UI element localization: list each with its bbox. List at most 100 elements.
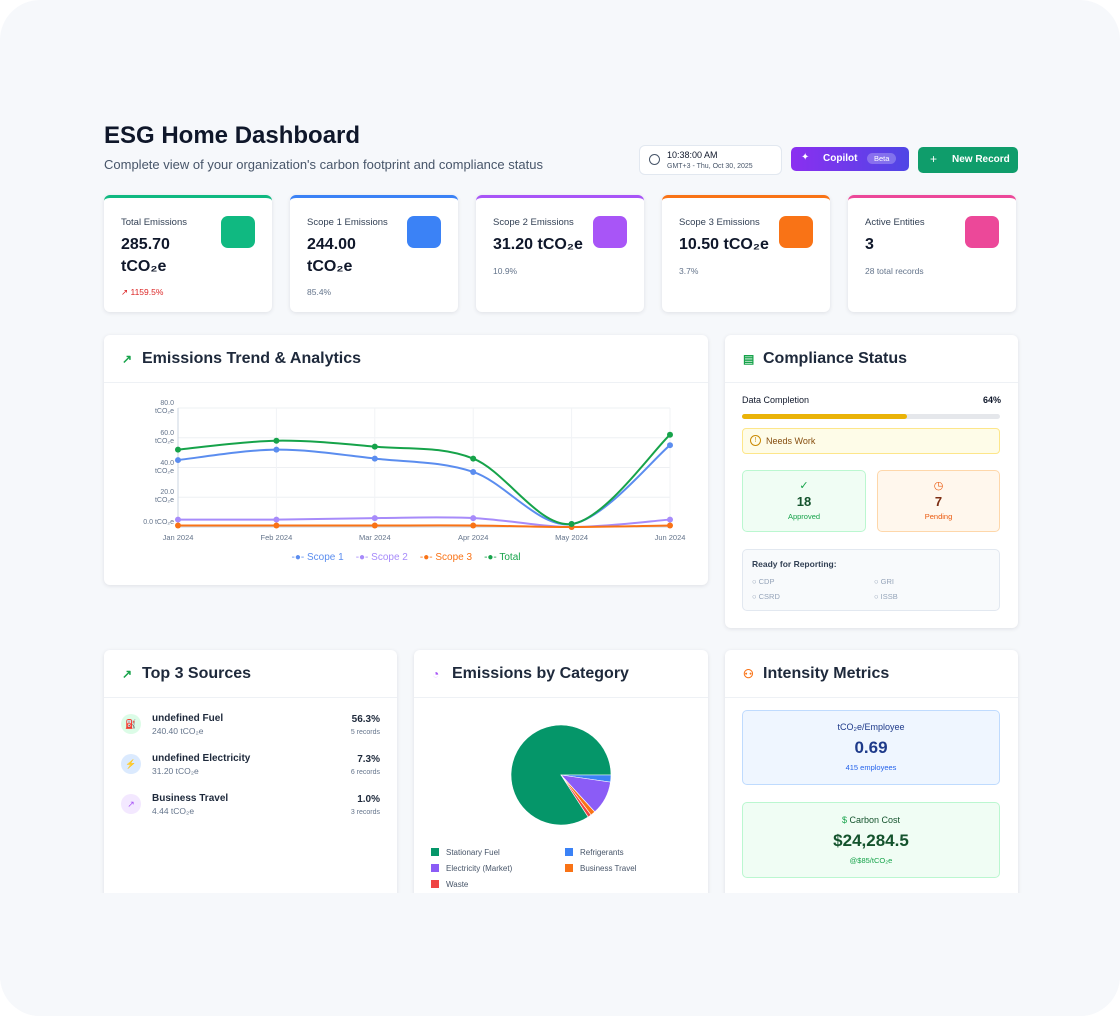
pie-legend-label: Electricity (Market) — [446, 864, 513, 873]
completion-bar — [742, 414, 908, 419]
legend-item: -●- Total — [484, 552, 520, 563]
kpi-sub: 3.7% — [679, 266, 698, 276]
approved-box: ✓ 18 Approved — [742, 470, 866, 532]
framework-name: ISSB — [880, 592, 898, 601]
copilot-button[interactable]: ✦ Copilot Beta — [791, 147, 909, 171]
source-name: Business Travel — [152, 793, 229, 804]
approved-count: 18 — [796, 494, 812, 509]
framework-icon: ○ — [752, 577, 759, 586]
y-tick-label: 20.0 tCO₂e — [154, 489, 174, 505]
pie-legend-label: Stationary Fuel — [446, 848, 500, 857]
source-share: 56.3% — [351, 714, 380, 725]
intensity-card: ⚇ Intensity Metrics tCO₂e/Employee 0.69 4… — [725, 650, 1018, 910]
category-title-wrap: ◔ Emissions by Category — [432, 665, 629, 682]
data-point — [175, 457, 181, 464]
kpi-unit: tCO₂e — [307, 258, 353, 275]
framework-name: GRI — [880, 577, 894, 586]
data-point — [273, 437, 280, 444]
data-point — [568, 521, 575, 528]
completion-track — [742, 414, 1000, 419]
category-card: ◔ Emissions by Category Stationary Fuel Re… — [414, 650, 708, 910]
x-tick-label: Apr 2024 — [458, 533, 488, 542]
legend-item: -●- Scope 2 — [356, 552, 408, 563]
data-point — [667, 516, 673, 523]
pending-count: 7 — [934, 494, 943, 509]
sources-card: ↗ Top 3 Sources ⛽ undefined Fuel 240.40 tCO… — [104, 650, 397, 910]
legend-marker: -●- — [291, 552, 307, 563]
data-point — [273, 522, 280, 529]
legend: -●- Scope 1 -●- Scope 2 -●- Scope 3 -●- Tot… — [104, 552, 708, 563]
source-icon: ↗ — [121, 794, 141, 814]
framework-item: ○ GRI — [874, 577, 894, 586]
kpi-icon — [779, 216, 813, 248]
compliance-title: Compliance Status — [763, 350, 908, 367]
kpi-label: Scope 3 Emissions — [679, 217, 760, 228]
copilot-label: Copilot — [823, 153, 858, 164]
source-icon: ⛽ — [121, 714, 141, 734]
category-title: Emissions by Category — [452, 665, 629, 682]
framework-icon: ○ — [874, 592, 881, 601]
kpi-icon — [407, 216, 441, 248]
ready-title: Ready for Reporting: — [752, 559, 837, 569]
pie-legend-swatch — [431, 880, 439, 888]
legend-label: Scope 3 — [435, 552, 473, 563]
carbon-cost-value: $24,284.5 — [833, 831, 909, 850]
legend-label: Total — [499, 552, 521, 563]
source-amount: 240.40 tCO₂e — [152, 726, 204, 736]
page-subtitle: Complete view of your organization's car… — [104, 157, 543, 172]
pie-legend-label: Waste — [446, 880, 469, 889]
kpi-sub: ↗ 1159.5% — [121, 287, 163, 298]
kpi-card: Total Emissions 285.70 tCO₂e ↗ 1159.5% — [104, 195, 272, 312]
pie-slice — [560, 774, 592, 818]
per-employee-sub: 415 employees — [845, 763, 897, 772]
kpi-value: 244.00 — [307, 236, 356, 253]
kpi-label: Total Emissions — [121, 217, 187, 228]
pie-legend-item: Stationary Fuel — [431, 848, 500, 857]
source-name: undefined Electricity — [152, 753, 251, 764]
divider — [725, 382, 1018, 383]
pie-chart — [510, 724, 612, 826]
compliance-card: ▤ Compliance Status Data Completion 64% !… — [725, 335, 1018, 628]
divider — [414, 697, 708, 698]
pie-legend-swatch — [565, 848, 573, 856]
completion-label: Data Completion — [742, 395, 810, 405]
kpi-sub-text: 85.4% — [307, 287, 332, 297]
clock-date: GMT+3 - Thu, Oct 30, 2025 — [667, 163, 753, 170]
status-text: Needs Work — [766, 436, 816, 446]
pending-label: Pending — [924, 512, 953, 521]
series-line — [178, 524, 671, 529]
source-share: 7.3% — [357, 754, 380, 765]
compliance-title-wrap: ▤ Compliance Status — [743, 350, 908, 367]
page-title: ESG Home Dashboard — [104, 122, 361, 149]
x-tick-label: Feb 2024 — [261, 533, 293, 542]
pie-legend-swatch — [431, 864, 439, 872]
kpi-value-wrap: 10.50 tCO₂e — [679, 234, 819, 256]
trend-card: ↗ Emissions Trend & Analytics Jan 2024 Feb… — [104, 335, 708, 585]
kpi-card: Scope 2 Emissions 31.20 tCO₂e 10.9% — [476, 195, 644, 312]
data-point — [371, 522, 378, 529]
pie-legend-swatch — [565, 864, 573, 872]
per-employee-value: 0.69 — [854, 738, 888, 757]
legend-item: -●- Scope 1 — [292, 552, 344, 563]
y-tick-label: 60.0 tCO₂e — [154, 429, 174, 445]
kpi-sub-text: 10.9% — [493, 266, 518, 276]
source-icon: ⚡ — [121, 754, 141, 774]
status-icon: ! — [750, 435, 761, 446]
new-record-button[interactable]: + New Record — [918, 147, 1018, 173]
pie-legend-item: Refrigerants — [565, 848, 624, 857]
per-employee-label: tCO₂e/Employee — [837, 722, 905, 732]
kpi-label: Active Entities — [865, 217, 925, 228]
y-tick-label: 0.0 tCO₂e — [143, 519, 174, 526]
kpi-sub-text: 28 total records — [865, 266, 924, 276]
kpi-value-wrap: 3 — [865, 234, 1005, 256]
divider — [104, 697, 397, 698]
pie-legend-item: Waste — [431, 880, 468, 889]
carbon-cost-sub: @$85/tCO₂e — [849, 856, 893, 865]
kpi-sub: 10.9% — [493, 266, 517, 276]
data-point — [273, 446, 280, 453]
legend-marker: -●- — [484, 552, 500, 563]
legend-marker: -●- — [419, 552, 436, 563]
kpi-icon — [965, 216, 999, 248]
